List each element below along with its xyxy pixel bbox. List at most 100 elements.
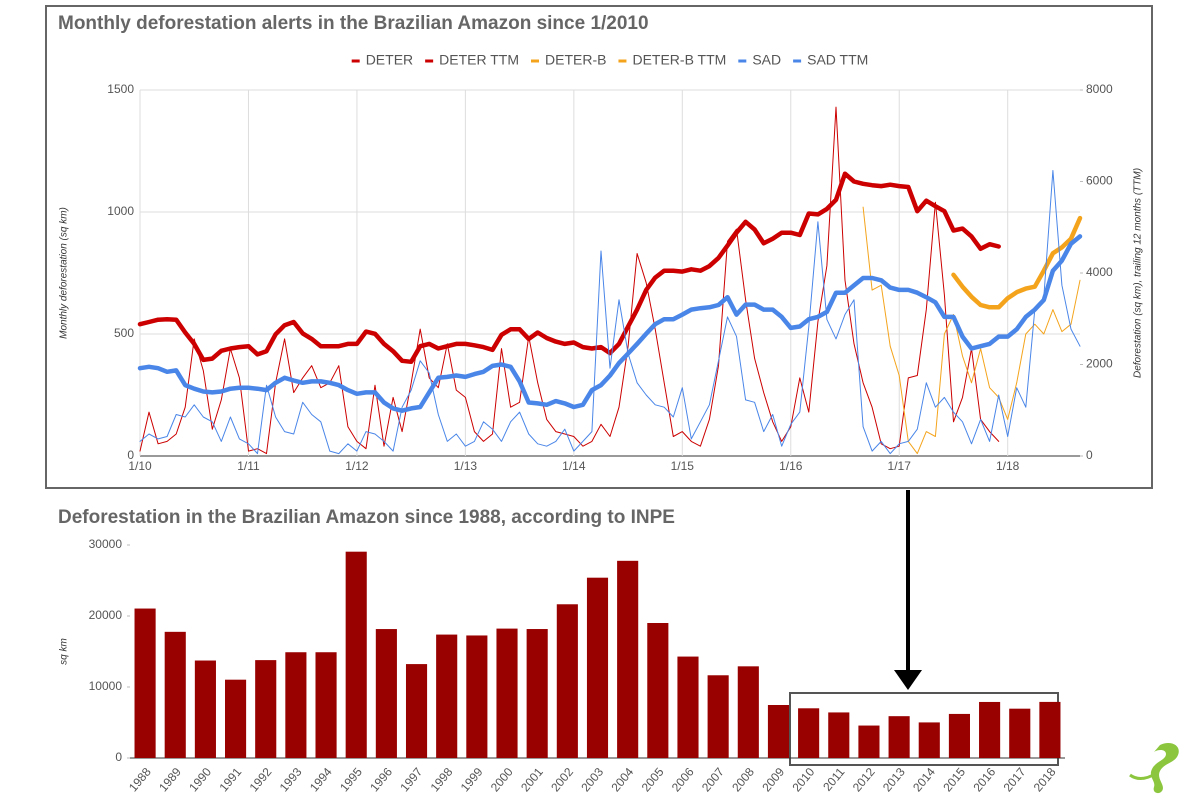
legend-label: DETER-B [545, 52, 606, 68]
chart-title: Monthly deforestation alerts in the Braz… [58, 13, 649, 34]
y2-tick-label: 8000 [1086, 82, 1113, 96]
x-tick-label: 2018 [1031, 765, 1059, 795]
series-line [137, 171, 1001, 365]
x-tick-label: 2008 [729, 765, 757, 795]
y-tick-label: 0 [127, 448, 134, 462]
x-tick-label: 2006 [669, 765, 697, 795]
bar [134, 608, 156, 758]
bar [285, 652, 307, 758]
x-tick-label: 1/14 [562, 459, 586, 473]
series-line [139, 106, 1000, 455]
bar [405, 664, 428, 758]
y2-tick-label: 4000 [1086, 265, 1113, 279]
x-tick-label: 2010 [789, 765, 817, 795]
y2-tick-label: 2000 [1086, 357, 1113, 371]
x-tick-label: 1999 [458, 765, 486, 795]
x-tick-label: 1993 [277, 765, 305, 795]
x-tick-label: 1/15 [671, 459, 695, 473]
x-tick-label: 1/11 [237, 459, 260, 473]
chart-frame [45, 5, 1153, 489]
legend-label: SAD [752, 52, 781, 68]
bar [496, 628, 518, 758]
bar [948, 713, 970, 758]
x-tick-label: 2014 [910, 765, 938, 795]
x-tick-label: 1/17 [888, 459, 912, 473]
bar [315, 652, 337, 758]
y2-axis-title: Deforestation (sq km), trailing 12 month… [1133, 168, 1144, 378]
logo-gecko [1150, 743, 1179, 794]
x-tick-label: 2009 [759, 765, 787, 795]
bar [164, 631, 186, 758]
x-tick-label: 2003 [578, 765, 606, 795]
legend-label: DETER TTM [439, 52, 519, 68]
bar [436, 634, 458, 758]
legend-label: DETER [366, 52, 413, 68]
bar [466, 635, 488, 758]
x-tick-label: 1/10 [128, 459, 152, 473]
x-tick-label: 1994 [307, 765, 335, 795]
x-tick-label: 1/18 [996, 459, 1020, 473]
bar [798, 708, 820, 758]
y-tick-label: 500 [114, 326, 134, 340]
x-tick-label: 1988 [126, 765, 154, 795]
bar [375, 629, 397, 758]
bar [979, 701, 1001, 758]
x-tick-label: 2011 [820, 765, 848, 794]
y-axis-title: Monthly deforestation (sq km) [59, 207, 70, 339]
x-tick-label: 1992 [247, 765, 275, 795]
y-tick-label: 1500 [107, 82, 134, 96]
x-tick-label: 2000 [488, 765, 516, 795]
x-tick-label: 2016 [970, 765, 998, 795]
logo-tail [1129, 769, 1160, 780]
x-tick-label: 1/12 [345, 459, 369, 473]
x-tick-label: 1997 [397, 765, 425, 795]
x-tick-label: 1991 [216, 765, 244, 795]
x-tick-label: 2005 [639, 765, 667, 795]
bar [677, 656, 699, 758]
x-tick-label: 2015 [940, 765, 968, 795]
bar [647, 623, 669, 758]
bar [1039, 701, 1061, 758]
y-axis-title: sq km [59, 638, 70, 665]
y-tick-label: 20000 [89, 608, 123, 622]
y-tick-label: 10000 [89, 679, 123, 693]
bar [707, 675, 729, 758]
bar [1009, 708, 1031, 758]
x-tick-label: 2002 [548, 765, 576, 795]
series-line [139, 170, 1081, 455]
logo [1129, 743, 1179, 794]
x-tick-label: 2012 [850, 765, 878, 795]
bar [767, 705, 790, 758]
series-line [137, 234, 1083, 413]
bar [255, 660, 277, 758]
bar [617, 560, 639, 758]
x-tick-label: 1/16 [779, 459, 803, 473]
x-tick-label: 1989 [156, 765, 184, 795]
x-tick-label: 2001 [518, 765, 546, 795]
bar [345, 551, 367, 758]
y-tick-label: 1000 [107, 204, 134, 218]
legend-label: SAD TTM [807, 52, 868, 68]
x-tick-label: 1/13 [454, 459, 478, 473]
bar [858, 725, 880, 758]
y-tick-label: 30000 [89, 537, 123, 551]
bar [828, 712, 850, 758]
x-tick-label: 2004 [609, 765, 637, 795]
arrow-head [894, 670, 922, 690]
y-tick-label: 0 [115, 750, 122, 764]
bar [194, 660, 216, 758]
x-tick-label: 2007 [699, 765, 727, 795]
series-line [862, 206, 1081, 455]
x-tick-label: 1990 [186, 765, 214, 795]
bar [526, 629, 548, 758]
legend-label: DETER-B TTM [632, 52, 726, 68]
y2-tick-label: 6000 [1086, 174, 1113, 188]
bar [918, 722, 940, 758]
bar [888, 716, 910, 758]
bar [737, 666, 759, 758]
bar [556, 604, 578, 758]
chart-title: Deforestation in the Brazilian Amazon si… [58, 507, 675, 528]
x-tick-label: 2013 [880, 765, 908, 795]
y2-tick-label: 0 [1086, 448, 1093, 462]
x-tick-label: 2017 [1001, 765, 1029, 795]
